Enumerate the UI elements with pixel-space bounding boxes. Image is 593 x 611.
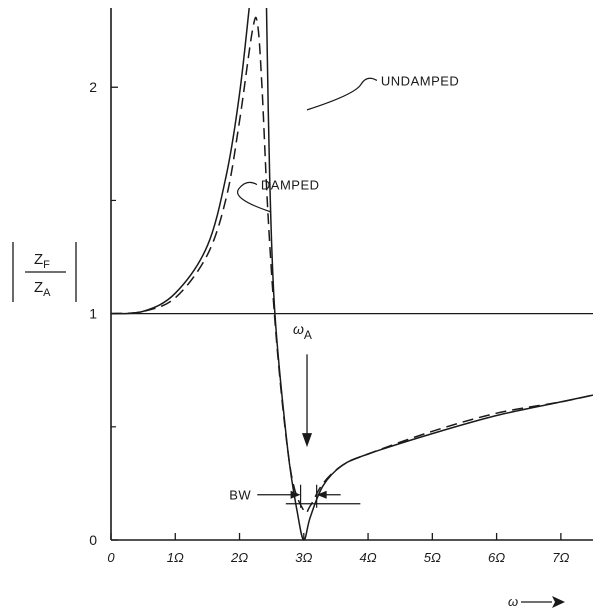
annotation-undamped: UNDAMPED bbox=[381, 73, 459, 88]
y-tick-label: 0 bbox=[89, 532, 97, 548]
y-label-denominator: Z bbox=[34, 279, 43, 296]
x-tick-label: 5Ω bbox=[424, 550, 441, 565]
x-tick-label: 1Ω bbox=[167, 550, 184, 565]
x-axis-label-arrow bbox=[521, 596, 565, 608]
series-line-undamped bbox=[265, 7, 593, 541]
y-axis-label: ZF ZA bbox=[12, 242, 77, 302]
x-tick-label: 4Ω bbox=[360, 550, 377, 565]
x-tick-label: 7Ω bbox=[552, 550, 569, 565]
y-tick-label: 2 bbox=[89, 79, 97, 95]
x-axis-label: ω bbox=[508, 594, 518, 609]
annotation-bw: BW bbox=[229, 488, 251, 503]
svg-text:ωA: ωA bbox=[293, 321, 312, 342]
y-tick-label: 1 bbox=[89, 306, 97, 322]
omega-a-arrow bbox=[302, 354, 313, 448]
y-label-numerator: Z bbox=[34, 251, 43, 268]
annotation-damped-leader bbox=[237, 181, 271, 213]
svg-text:ZA: ZA bbox=[34, 279, 51, 299]
annotation-damped: DAMPED bbox=[261, 178, 320, 193]
annotation-undamped-leader bbox=[306, 77, 378, 111]
series-line-damped bbox=[110, 16, 593, 514]
svg-text:ZF: ZF bbox=[34, 251, 50, 271]
x-tick-label: 6Ω bbox=[488, 550, 505, 565]
y-label-denominator-sub: A bbox=[43, 287, 51, 299]
annotation-omega-a-sub: A bbox=[304, 328, 312, 342]
series-line-undamped bbox=[110, 7, 250, 315]
x-tick-label: 2Ω bbox=[230, 550, 248, 565]
x-tick-label: 3Ω bbox=[295, 550, 312, 565]
annotation-omega-a: ω bbox=[293, 321, 304, 337]
y-label-numerator-sub: F bbox=[43, 259, 50, 271]
x-tick-label: 0 bbox=[107, 550, 115, 565]
